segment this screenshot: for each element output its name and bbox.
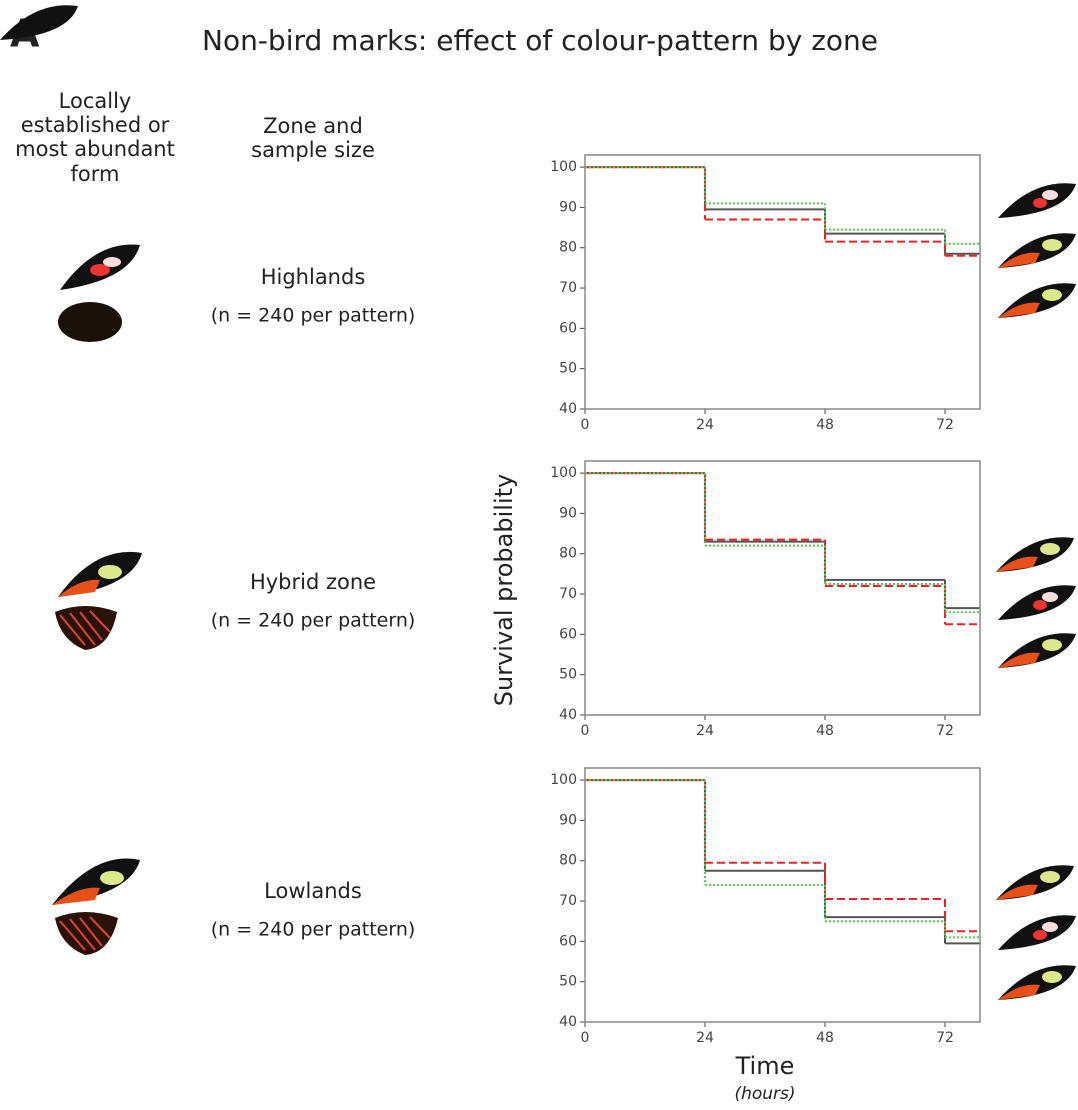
sample-size: (n = 240 per pattern) [211,919,416,941]
series [585,780,980,937]
y-tick-label: 70 [559,893,577,909]
y-tick-label: 50 [559,974,577,990]
x-axis-label: Time [735,1052,795,1080]
form-header: form [71,162,120,186]
x-axis-unit: (hours) [734,1084,795,1104]
series [585,473,980,612]
y-tick-label: 60 [559,320,577,336]
series [585,780,980,943]
y-tick-label: 100 [550,465,577,481]
x-tick-label: 72 [936,1030,954,1046]
x-tick-label: 48 [816,417,834,433]
y-tick-label: 50 [559,361,577,377]
y-tick-label: 40 [559,707,577,723]
plot-frame [585,461,980,715]
y-tick-label: 90 [559,199,577,215]
y-tick-label: 70 [559,586,577,602]
series [585,473,980,608]
zone-header: Zone and [263,114,363,138]
plot-frame [585,155,980,409]
page: A Non-bird marks: effect of colour-patte… [0,0,1078,1110]
series [585,473,980,624]
y-tick-label: 80 [559,240,577,256]
y-tick-label: 90 [559,812,577,828]
x-tick-label: 48 [816,1030,834,1046]
x-tick-label: 24 [696,417,714,433]
figure: A Non-bird marks: effect of colour-patte… [0,0,1078,1110]
x-tick-label: 0 [581,723,590,739]
y-tick-label: 50 [559,667,577,683]
series [585,780,980,931]
zone-name: Lowlands [264,879,362,903]
y-tick-label: 70 [559,280,577,296]
x-tick-label: 0 [581,417,590,433]
figure-title: Non-bird marks: effect of colour-pattern… [202,24,878,57]
x-tick-label: 0 [581,1030,590,1046]
series [585,167,980,244]
series [585,167,980,256]
x-tick-label: 72 [936,723,954,739]
y-tick-label: 100 [550,772,577,788]
x-tick-label: 48 [816,723,834,739]
y-tick-label: 40 [559,1014,577,1030]
sample-size: (n = 240 per pattern) [211,610,416,632]
y-tick-label: 100 [550,159,577,175]
form-header: established or [21,113,170,137]
x-tick-label: 24 [696,1030,714,1046]
y-tick-label: 40 [559,401,577,417]
y-axis-label: Survival probability [490,474,518,706]
form-header: most abundant [15,137,175,161]
plot-frame [585,768,980,1022]
x-tick-label: 72 [936,417,954,433]
y-tick-label: 60 [559,626,577,642]
form-header: Locally [59,89,132,113]
sample-size: (n = 240 per pattern) [211,305,416,327]
y-tick-label: 80 [559,546,577,562]
zone-name: Hybrid zone [250,570,376,594]
series [585,167,980,254]
zone-name: Highlands [261,265,366,289]
y-tick-label: 60 [559,933,577,949]
x-tick-label: 24 [696,723,714,739]
zone-header: sample size [251,138,375,162]
y-tick-label: 90 [559,505,577,521]
y-tick-label: 80 [559,853,577,869]
